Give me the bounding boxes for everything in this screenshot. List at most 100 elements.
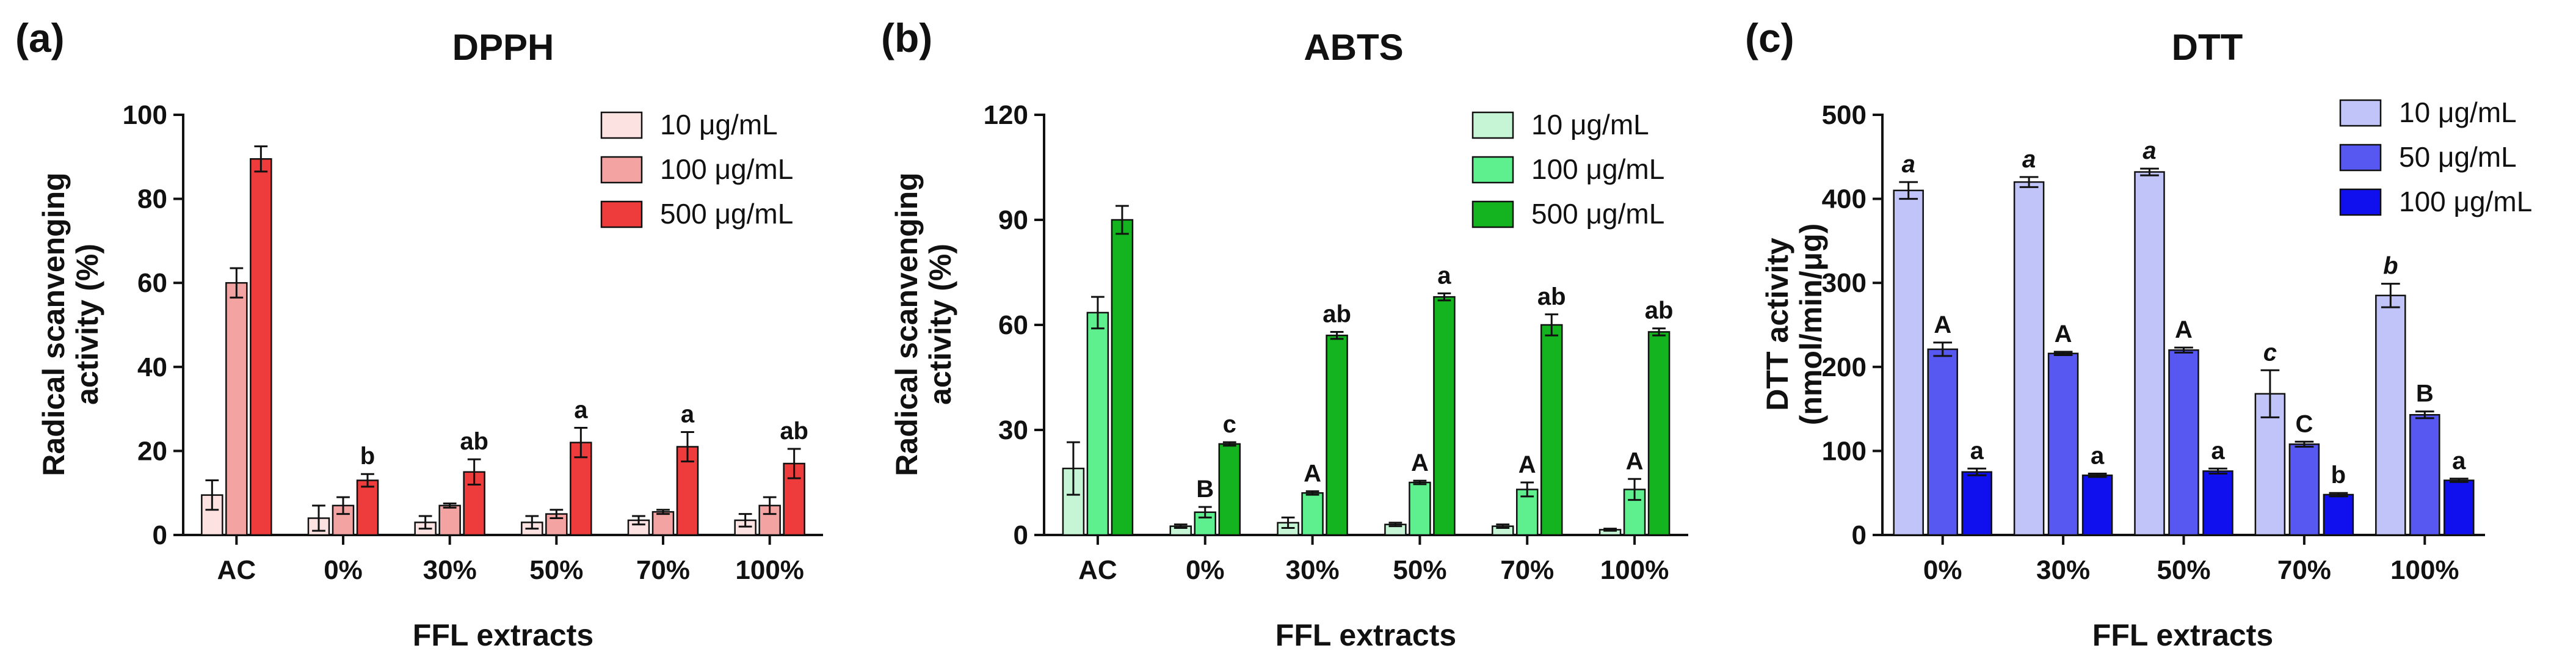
significance-label: b	[2331, 462, 2346, 489]
bar	[1893, 189, 1924, 536]
legend-swatch	[600, 200, 643, 228]
panel-abts: (b) ABTS Radical scanvenging activity (%…	[881, 15, 1688, 652]
y-axis-label-line2: activity (%)	[70, 244, 104, 405]
significance-label: a	[574, 397, 588, 424]
bar	[2323, 493, 2354, 536]
y-tick-label: 20	[137, 436, 167, 466]
panel-label: (b)	[881, 15, 932, 60]
chart-title: ABTS	[1304, 27, 1403, 68]
x-tick-label: 100%	[2390, 555, 2459, 585]
significance-label: A	[1626, 448, 1644, 475]
legend-label: 100 μg/mL	[1531, 153, 1664, 185]
bar	[2288, 443, 2320, 536]
bar	[250, 158, 272, 536]
legend-swatch	[600, 156, 643, 184]
y-tick-label: 500	[1822, 100, 1867, 130]
x-tick-label: 30%	[2036, 555, 2090, 585]
legend-swatch	[1471, 200, 1514, 228]
significance-label: C	[2295, 410, 2313, 437]
plot-area: 0 30 60 90 120 AC 0% 30% 50% 70% 100% Bc Aab Aa Aab Aab…	[984, 100, 1688, 585]
significance-label: A	[1518, 451, 1536, 478]
y-tick-label: 60	[998, 310, 1028, 340]
bar	[1433, 296, 1456, 536]
x-axis-label: FFL extracts	[2092, 618, 2273, 652]
y-tick-label: 0	[1014, 520, 1028, 550]
y-tick-label: 100	[123, 100, 167, 130]
x-tick-label: 100%	[735, 555, 804, 585]
x-tick-label: 50%	[1393, 555, 1446, 585]
y-tick-label: 300	[1822, 268, 1867, 298]
bar	[356, 479, 379, 536]
bar	[2134, 171, 2165, 536]
y-axis-label-line1: Radical scanvenging	[890, 172, 924, 476]
bar	[2375, 294, 2406, 536]
legend-swatch	[1471, 156, 1514, 184]
legend-label: 50 μg/mL	[2399, 141, 2517, 173]
significance-label: a	[1970, 437, 1984, 464]
y-tick-label: 40	[137, 352, 167, 382]
x-tick-label: AC	[1078, 555, 1117, 585]
x-tick-label: 100%	[1600, 555, 1669, 585]
x-tick-label: 70%	[1500, 555, 1554, 585]
bar	[2168, 349, 2199, 536]
panel-label: (a)	[15, 15, 65, 60]
significance-label: ab	[460, 428, 488, 455]
bar	[1301, 492, 1324, 536]
significance-label: a	[1437, 262, 1451, 289]
significance-label: ab	[1645, 297, 1674, 324]
chart-title: DPPH	[452, 27, 554, 68]
significance-label: a	[1902, 151, 1915, 178]
legend-label: 500 μg/mL	[1531, 198, 1664, 230]
significance-label: A	[2175, 316, 2193, 343]
y-axis-label-line2: (nmol/min/μg)	[1794, 224, 1828, 426]
significance-label: a	[2452, 448, 2466, 475]
legend-swatch	[2339, 188, 2382, 216]
legend-swatch	[600, 111, 643, 139]
bar	[201, 494, 223, 536]
panel-dpph: (a) DPPH Radical scanvenging activity (%…	[15, 15, 823, 652]
bar	[651, 511, 675, 536]
y-tick-label: 30	[998, 415, 1028, 445]
legend-swatch	[2339, 144, 2382, 172]
bar	[2047, 352, 2079, 536]
bar	[2013, 181, 2045, 536]
x-tick-label: 70%	[2277, 555, 2331, 585]
legend-label: 100 μg/mL	[2399, 186, 2532, 217]
chart-title: DTT	[2172, 27, 2243, 68]
x-tick-label: 50%	[2157, 555, 2210, 585]
y-axis-label-line1: DTT activity	[1760, 238, 1794, 411]
significance-label: a	[681, 401, 695, 427]
x-tick-label: 0%	[324, 555, 363, 585]
bar	[2202, 470, 2233, 536]
significance-label: A	[1934, 311, 1951, 338]
bar	[225, 282, 248, 536]
panel-dtt: (c) DTT DTT activity (nmol/min/μg) FFL e…	[1745, 15, 2532, 652]
x-tick-label: 70%	[636, 555, 690, 585]
x-tick-label: 30%	[423, 555, 477, 585]
legend-label: 100 μg/mL	[660, 153, 793, 185]
significance-label: b	[360, 443, 375, 470]
bar	[1409, 481, 1431, 536]
legend-swatch	[1471, 111, 1514, 139]
x-axis-label: FFL extracts	[1275, 618, 1456, 652]
y-tick-label: 120	[984, 100, 1028, 130]
y-tick-label: 100	[1822, 436, 1867, 466]
y-tick-label: 0	[1852, 520, 1867, 550]
significance-label: b	[2383, 253, 2398, 280]
bar	[1086, 311, 1109, 536]
y-tick-label: 400	[1822, 184, 1867, 214]
significance-label: c	[2263, 339, 2277, 366]
bar	[1927, 348, 1958, 536]
bar	[1218, 443, 1241, 536]
significance-label: B	[2416, 380, 2434, 407]
y-tick-label: 60	[137, 268, 167, 298]
bar	[1647, 331, 1671, 536]
significance-label: A	[2055, 321, 2072, 347]
significance-label: ab	[1322, 300, 1351, 327]
x-tick-label: 0%	[1923, 555, 1962, 585]
significance-label: A	[1411, 449, 1429, 476]
significance-label: A	[1304, 460, 1321, 487]
x-tick-label: 0%	[1186, 555, 1225, 585]
y-tick-label: 80	[137, 184, 167, 214]
x-tick-label: 30%	[1286, 555, 1340, 585]
